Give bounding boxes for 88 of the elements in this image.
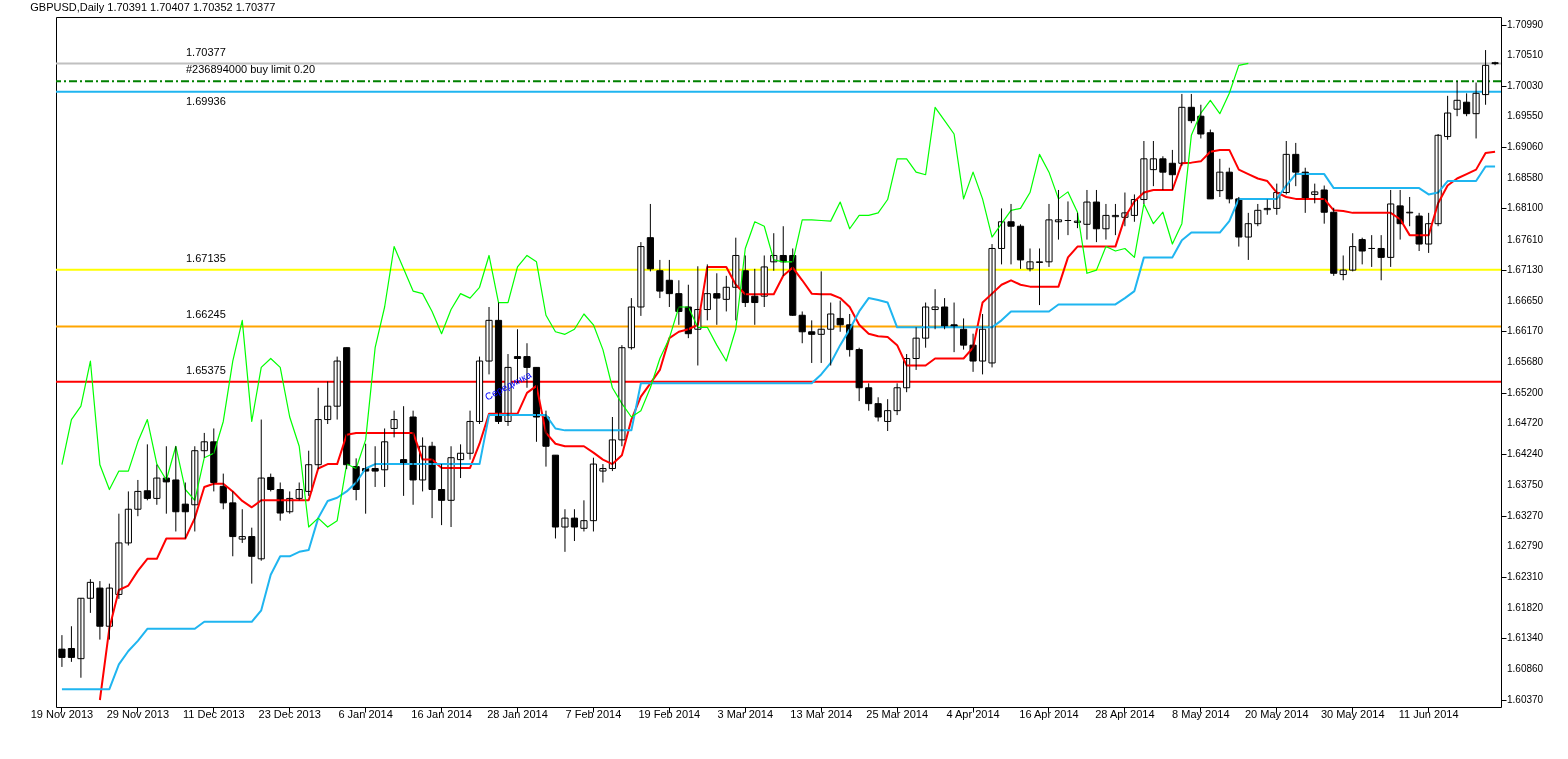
x-tick-label: 6 Jan 2014 xyxy=(338,707,393,720)
candlestick xyxy=(1197,104,1205,139)
y-tick-label: 1.68100 xyxy=(1507,202,1544,214)
y-tick-label: 1.64720 xyxy=(1507,417,1544,429)
candlestick xyxy=(1235,196,1243,248)
candlestick xyxy=(1054,189,1063,241)
candlestick xyxy=(855,347,863,402)
x-tick-label: 13 Mar 2014 xyxy=(790,707,853,720)
candlestick xyxy=(314,387,322,470)
x-tick-label: 8 May 2014 xyxy=(1172,707,1230,720)
y-tick-label: 1.63270 xyxy=(1507,509,1544,521)
candlestick xyxy=(570,508,579,542)
candlestick xyxy=(1358,237,1366,265)
y-tick-label: 1.67130 xyxy=(1507,264,1544,276)
ref-line-label: 1.67135 xyxy=(186,251,226,264)
candlestick xyxy=(238,508,246,544)
x-tick-label: 19 Feb 2014 xyxy=(638,707,701,720)
ref-line-label: #236894000 buy limit 0.20 xyxy=(186,63,316,76)
y-tick-label: 1.61820 xyxy=(1507,601,1544,613)
y-tick-label: 1.60860 xyxy=(1507,662,1544,674)
x-tick-label: 16 Apr 2014 xyxy=(1019,707,1079,720)
candlestick xyxy=(931,288,939,330)
candlestick xyxy=(798,310,806,344)
candlestick xyxy=(333,356,341,421)
candlestick xyxy=(276,482,284,522)
x-tick-label: 30 May 2014 xyxy=(1320,707,1385,720)
y-tick-label: 1.63750 xyxy=(1507,479,1544,491)
candlestick xyxy=(1320,185,1328,225)
candlestick xyxy=(808,319,816,364)
ref-line-label: 1.70377 xyxy=(186,45,226,58)
candlestick xyxy=(713,272,721,326)
x-tick-label: 4 Apr 2014 xyxy=(946,707,1000,720)
candlestick xyxy=(1035,247,1044,306)
candlestick xyxy=(229,490,237,557)
y-tick-label: 1.61340 xyxy=(1507,632,1544,644)
y-tick-label: 1.65200 xyxy=(1507,386,1544,398)
candlestick xyxy=(836,300,844,333)
line-series xyxy=(61,62,1249,528)
x-tick-label: 11 Dec 2013 xyxy=(183,707,245,720)
y-tick-label: 1.66650 xyxy=(1507,294,1544,306)
y-tick-label: 1.70030 xyxy=(1507,79,1544,91)
x-tick-label: 28 Apr 2014 xyxy=(1095,707,1155,720)
candlestick xyxy=(1007,203,1015,265)
y-tick-label: 1.62790 xyxy=(1507,540,1544,552)
candlestick xyxy=(210,427,218,492)
candlestick xyxy=(172,445,180,532)
chart-title: GBPUSD,Daily 1.70391 1.70407 1.70352 1.70377 xyxy=(30,1,276,13)
candlestick xyxy=(1339,254,1347,281)
y-tick-label: 1.70510 xyxy=(1507,49,1544,61)
y-tick-label: 1.70990 xyxy=(1507,18,1544,30)
x-tick-label: 19 Nov 2013 xyxy=(30,707,94,720)
candlestick xyxy=(874,396,882,422)
y-tick-label: 1.69550 xyxy=(1507,110,1544,122)
candlestick xyxy=(295,482,303,501)
candlestick xyxy=(561,508,569,553)
ref-line-label: 1.66245 xyxy=(186,308,226,321)
x-tick-label: 28 Jan 2014 xyxy=(487,707,548,720)
candlestick xyxy=(1406,196,1414,227)
x-tick-label: 16 Jan 2014 xyxy=(411,707,472,720)
x-tick-label: 29 Nov 2013 xyxy=(106,707,170,720)
x-tick-label: 11 Jun 2014 xyxy=(1398,707,1459,720)
y-tick-label: 1.69060 xyxy=(1507,141,1544,153)
candlestick xyxy=(153,464,161,506)
y-tick-label: 1.66170 xyxy=(1507,325,1544,337)
candlestick xyxy=(1491,61,1499,66)
y-tick-label: 1.60370 xyxy=(1507,694,1544,705)
candlestick xyxy=(675,279,683,326)
candlestick xyxy=(1216,158,1224,198)
x-tick-label: 25 Mar 2014 xyxy=(866,707,929,720)
y-tick-label: 1.67610 xyxy=(1507,233,1544,245)
x-tick-label: 7 Feb 2014 xyxy=(565,707,622,720)
candlestick xyxy=(751,268,759,326)
candlestick xyxy=(1254,203,1262,227)
x-tick-label: 23 Dec 2013 xyxy=(258,707,321,720)
candlestick xyxy=(599,463,607,484)
candlestick xyxy=(1311,183,1319,204)
candlestick xyxy=(371,445,379,488)
ref-line-label: 1.69936 xyxy=(186,94,226,107)
ref-line-label: 1.65375 xyxy=(186,363,226,376)
x-tick-label: 20 May 2014 xyxy=(1244,707,1309,720)
y-tick-label: 1.62310 xyxy=(1507,570,1544,582)
candlestick xyxy=(817,270,825,364)
candlestick xyxy=(162,445,170,515)
y-tick-label: 1.64240 xyxy=(1507,447,1544,459)
y-tick-label: 1.68580 xyxy=(1507,171,1544,183)
x-tick-label: 3 Mar 2014 xyxy=(717,707,774,720)
candlestick xyxy=(1377,234,1385,281)
y-tick-label: 1.65680 xyxy=(1507,356,1544,368)
